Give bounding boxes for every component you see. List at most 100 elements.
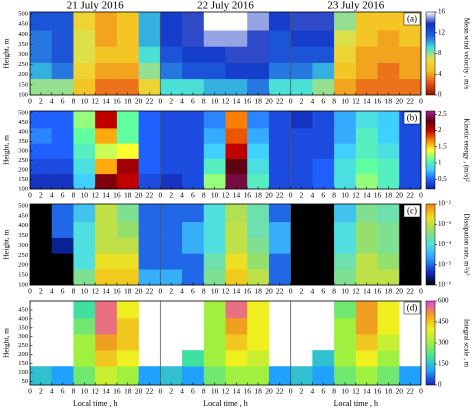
x-tick-label: 6: [191, 387, 195, 396]
heat-cell: [268, 62, 291, 80]
colorbar-tick-label: 10⁻⁵: [438, 260, 452, 268]
heat-cell: [73, 46, 96, 63]
heat-cell: [399, 237, 422, 254]
heat-cell: [290, 237, 313, 254]
x-tick-label: 10: [81, 387, 89, 396]
heat-cell: [399, 62, 422, 80]
heat-cell: [160, 128, 183, 144]
heat-cell: [377, 62, 400, 80]
x-tick-label: 4: [180, 287, 184, 296]
x-tick-label: 16: [374, 287, 382, 296]
x-tick-label: 8: [72, 191, 76, 200]
heat-cell: [334, 46, 357, 63]
heat-cell: [73, 173, 96, 190]
heat-cell: [203, 366, 226, 386]
x-tick-label: 10: [81, 191, 89, 200]
heat-cell: [51, 269, 74, 286]
x-tick-label: 22: [146, 191, 154, 200]
heat-cell: [247, 301, 270, 319]
heat-cell: [51, 78, 74, 96]
heat-cell: [268, 78, 291, 96]
y-tick-label: 300: [18, 242, 28, 249]
x-tick-label: 2: [169, 287, 173, 296]
heat-cell: [51, 221, 74, 238]
heat-cell: [116, 143, 139, 159]
heat-cell: [355, 143, 378, 159]
x-tick-label: 18: [254, 287, 262, 296]
x-tick-label: 20: [265, 287, 273, 296]
x-tick-label: 12: [352, 97, 360, 106]
heat-cell: [247, 204, 270, 223]
panel-label: (a): [407, 14, 417, 24]
panel-label-box: [403, 301, 421, 315]
heat-cell: [334, 221, 357, 238]
heat-cell: [268, 237, 291, 254]
heat-cell: [95, 46, 118, 63]
heat-cell: [116, 204, 139, 223]
x-tick-label: 4: [180, 97, 184, 106]
heat-cell: [95, 62, 118, 80]
heat-cell: [203, 221, 226, 238]
x-tick-label: 12: [222, 191, 230, 200]
heat-cell: [203, 128, 226, 144]
x-tick-label: 0: [289, 287, 293, 296]
x-tick-label: 14: [233, 287, 241, 296]
heat-cell: [182, 237, 205, 254]
y-tick-label: 450: [18, 306, 28, 313]
heat-cell: [225, 301, 248, 319]
heat-cell: [247, 334, 270, 351]
x-tick-label: 4: [50, 191, 54, 200]
heat-cell: [30, 78, 53, 96]
heat-cell: [290, 204, 313, 223]
heat-cell: [95, 158, 118, 175]
heat-cell: [116, 350, 139, 367]
heat-cell: [95, 237, 118, 254]
heat-cell: [312, 78, 335, 96]
heat-cell: [182, 30, 205, 47]
x-tick-label: 6: [61, 97, 65, 106]
heat-cell: [377, 143, 400, 159]
x-tick-label: 8: [332, 191, 336, 200]
heat-cell: [268, 253, 291, 270]
heat-cell: [73, 158, 96, 175]
heat-cell: [73, 366, 96, 386]
y-axis-label: Height, m: [2, 328, 11, 358]
y-tick-label: 500: [18, 11, 28, 18]
x-tick-label: 14: [363, 191, 371, 200]
heat-cell: [182, 158, 205, 175]
heat-cell: [377, 78, 400, 96]
heat-cell: [160, 62, 183, 80]
plot-frame: [29, 203, 422, 286]
heat-cell: [30, 253, 53, 270]
x-tick-label: 20: [396, 97, 404, 106]
heat-cell: [377, 301, 400, 319]
x-tick-label: 6: [61, 287, 65, 296]
heat-cell: [247, 253, 270, 270]
heat-cell: [377, 12, 400, 31]
heat-cell: [51, 143, 74, 159]
x-tick-label: 20: [265, 97, 273, 106]
heat-cell: [116, 30, 139, 47]
heat-cell: [247, 350, 270, 367]
heat-cell: [355, 366, 378, 386]
heat-cell: [377, 30, 400, 47]
x-tick-label: 22: [276, 97, 284, 106]
heat-cell: [160, 253, 183, 270]
heat-cell: [30, 366, 53, 386]
colorbar-tick-label: 300: [438, 339, 449, 347]
x-tick-label: 18: [385, 387, 393, 396]
heat-cell: [95, 269, 118, 286]
y-axis-label: Height, m: [2, 135, 11, 165]
heat-cell: [247, 173, 270, 190]
heat-cell: [95, 12, 118, 31]
heat-cell: [73, 317, 96, 335]
heat-cell: [399, 30, 422, 47]
x-tick-label: 0: [419, 191, 423, 200]
colorbar-tick-label: 4: [438, 70, 442, 78]
heat-cell: [51, 30, 74, 47]
heat-cell: [355, 334, 378, 351]
x-tick-label: 12: [222, 97, 230, 106]
y-tick-label: 200: [18, 71, 28, 78]
x-tick-label: 10: [341, 287, 349, 296]
x-tick-label: 8: [332, 97, 336, 106]
